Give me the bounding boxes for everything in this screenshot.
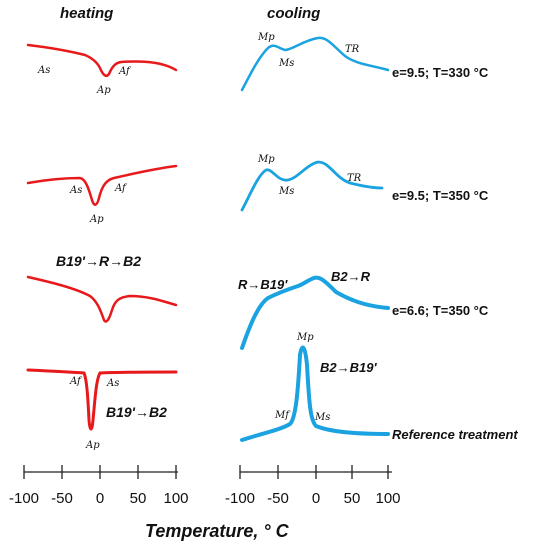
heating-curve-row3 [26,275,178,323]
heating-label-af-row1: Af [118,66,132,77]
heating-tick-label: 100 [163,490,188,507]
cooling-tick-label: 50 [344,490,361,507]
cooling-transformation-row3-b: B2→R [331,269,371,284]
heating-transformation-row4: B19'→B2 [106,404,167,420]
cooling-label-mf-row4: Mf [274,410,291,421]
condition-label-row2: e=9.5; T=350 °C [392,188,489,203]
cooling-label-ms-row1: Ms [278,58,294,69]
heating-tick-label: -100 [9,490,39,507]
heating-label-af-row2: Af [114,183,128,194]
cooling-curve-row4 [240,345,390,442]
cooling-label-mp-row4: Mp [296,332,314,343]
cooling-label-mp-row2: Mp [257,154,275,165]
cooling-x-axis [239,465,392,479]
heating-label-ap-row2: Ap [89,214,104,225]
cooling-label-ms-row2: Ms [278,186,294,197]
cooling-tick-label: -50 [267,490,289,507]
cooling-tick-label: 100 [375,490,400,507]
heating-header: heating [60,5,113,22]
heating-x-axis [23,465,178,479]
condition-label-row4: Reference treatment [392,427,518,442]
cooling-label-tr-row2: TR [347,173,362,184]
heating-tick-label: -50 [51,490,73,507]
heating-label-ap-row4: Ap [85,440,100,451]
cooling-curve-row1 [240,36,390,92]
cooling-header: cooling [267,5,320,22]
heating-label-ap-row1: Ap [96,85,111,96]
heating-tick-label: 50 [130,490,147,507]
heating-label-af-row4: Af [69,376,83,387]
cooling-transformation-row4: B2→B19' [320,360,377,375]
heating-curve-row4 [26,368,178,431]
cooling-curve-row2 [240,160,384,212]
heating-label-as-row1: As [37,65,50,76]
cooling-curve-row3 [240,275,390,350]
cooling-label-mp-row1: Mp [257,32,275,43]
heating-transformation-row3: B19'→R→B2 [56,253,141,269]
cooling-transformation-row3-a: R→B19' [238,277,288,292]
x-axis-title: Temperature, ° C [145,521,290,541]
heating-curve-row2 [26,164,178,206]
condition-label-row3: e=6.6; T=350 °C [392,303,489,318]
heating-tick-label: 0 [96,490,104,507]
cooling-tick-label: 0 [312,490,320,507]
cooling-label-tr-row1: TR [345,44,360,55]
cooling-tick-label: -100 [225,490,255,507]
heating-curve-row1 [26,43,178,77]
heating-label-as-row4: As [106,378,119,389]
condition-label-row1: e=9.5; T=330 °C [392,65,489,80]
cooling-label-ms-row4: Ms [314,412,330,423]
heating-label-as-row2: As [69,185,82,196]
